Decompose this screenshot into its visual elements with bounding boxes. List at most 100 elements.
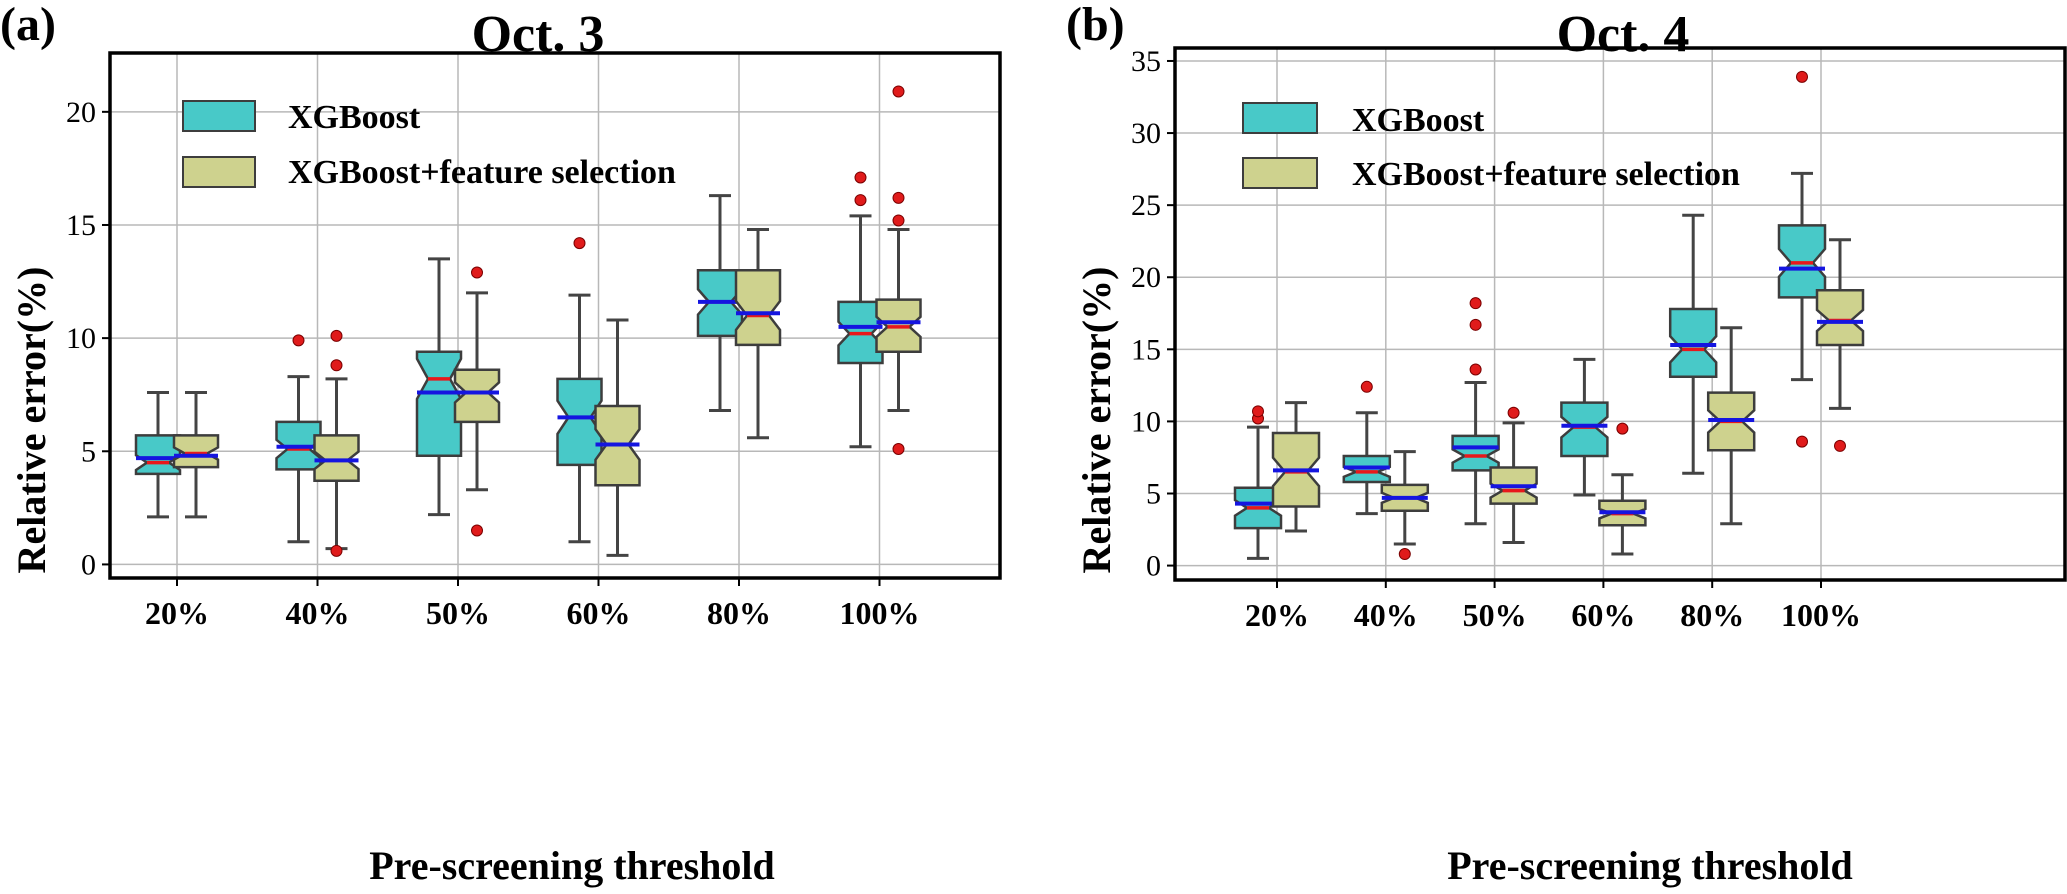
legend-label-xgboost: XGBoost: [288, 99, 421, 136]
outlier-point: [892, 85, 905, 98]
box-xgboost-50pct: [415, 257, 463, 517]
y-tick-label: 25: [1131, 189, 1161, 222]
outlier-point: [1796, 70, 1808, 83]
x-tick-label: 40%: [1354, 597, 1418, 633]
outlier-point: [1398, 548, 1411, 561]
box-feature-selection-20pct: [1271, 401, 1321, 533]
outlier-point: [1360, 380, 1373, 393]
legend-swatch-feature-selection: [182, 156, 256, 188]
panel-a-plot-area: 0 5 10 15 20 20% 40% 50% 60% 80% 100%: [66, 51, 1002, 631]
x-tick-label: 80%: [707, 595, 771, 631]
y-tick-label: 35: [1131, 45, 1161, 78]
panel-b: (b) Oct. 4 0 5 10 15 20 25 30 35 20% 40% 50% 60% 80%…: [1066, 0, 2067, 888]
y-tick-label: 15: [1131, 333, 1161, 366]
outlier-point: [854, 171, 867, 184]
panel-b-ylabel: Relative error(%): [1074, 267, 1119, 574]
outlier-point: [471, 524, 483, 537]
legend-label-xgboost: XGBoost: [1352, 102, 1485, 139]
box-feature-selection-80pct: [1706, 326, 1756, 526]
box-body: [453, 368, 501, 424]
box-feature-selection-50pct: [453, 266, 501, 537]
box-xgboost-100pct: [837, 171, 884, 449]
y-tick-label: 10: [1131, 405, 1161, 438]
panel-a-label: (a): [0, 0, 56, 51]
outlier-point: [471, 266, 483, 279]
y-tick-label: 20: [66, 96, 96, 129]
box-xgboost-60pct: [556, 237, 603, 544]
outlier-point: [1469, 363, 1482, 376]
box-body: [734, 268, 782, 347]
outlier-point: [330, 359, 343, 372]
outlier-point: [1469, 318, 1482, 331]
box-xgboost-20pct: [134, 390, 182, 519]
y-tick-label: 5: [1146, 477, 1161, 510]
outlier-point: [1252, 405, 1264, 418]
box-body: [1560, 401, 1609, 458]
outlier-point: [892, 191, 905, 204]
outlier-point: [1616, 422, 1629, 435]
outlier-point: [1469, 297, 1482, 310]
box-xgboost-20pct: [1233, 405, 1283, 560]
x-tick-label: 80%: [1680, 597, 1744, 633]
x-tick-label: 100%: [840, 595, 920, 631]
panel-b-plot-area: 0 5 10 15 20 25 30 35 20% 40% 50% 60% 80% 100%: [1131, 45, 2067, 633]
axes-frame: [1173, 46, 2067, 582]
x-tick-label: 20%: [1245, 597, 1309, 633]
box-feature-selection-100pct: [875, 85, 922, 456]
x-tick-label: 60%: [567, 595, 631, 631]
legend-swatch-xgboost: [1242, 102, 1318, 134]
outlier-point: [892, 214, 905, 227]
outlier-point: [330, 329, 343, 342]
box-xgboost-80pct: [696, 194, 744, 413]
legend-label-feature-selection: XGBoost+feature selection: [1352, 156, 1740, 193]
panel-b-legend: XGBoost XGBoost+feature selection: [1242, 102, 1740, 193]
box-feature-selection-60pct: [594, 318, 641, 557]
panel-b-label: (b): [1066, 0, 1125, 51]
x-tick-label: 60%: [1571, 597, 1635, 633]
box-feature-selection-20pct: [172, 390, 220, 519]
x-tick-label: 100%: [1781, 597, 1861, 633]
box-body: [1451, 434, 1500, 472]
box-xgboost-50pct: [1451, 297, 1500, 526]
y-tick-label: 0: [81, 548, 96, 581]
box-xgboost-60pct: [1560, 357, 1609, 497]
box-xgboost-100pct: [1777, 70, 1827, 448]
box-body: [313, 434, 360, 482]
x-tick-label: 40%: [286, 595, 350, 631]
outlier-point: [330, 544, 343, 557]
panel-b-title: Oct. 4: [1557, 6, 1690, 63]
y-tick-label: 0: [1146, 550, 1161, 583]
outlier-point: [854, 194, 867, 207]
legend-swatch-feature-selection: [1242, 157, 1318, 189]
x-tick-label: 20%: [145, 595, 209, 631]
x-tick-label: 50%: [426, 595, 490, 631]
outlier-point: [1796, 435, 1808, 448]
outlier-point: [573, 237, 586, 250]
y-tick-label: 15: [66, 209, 96, 242]
box-body: [1815, 288, 1865, 347]
box-feature-selection-40pct: [1380, 450, 1430, 561]
outlier-point: [1507, 406, 1520, 419]
panel-a-ylabel: Relative error(%): [9, 267, 54, 574]
outlier-point: [892, 443, 905, 456]
panel-a-legend: XGBoost XGBoost+feature selection: [182, 99, 676, 191]
outlier-point: [292, 334, 305, 347]
legend-swatch-xgboost: [182, 100, 256, 132]
x-tick-label: 50%: [1463, 597, 1527, 633]
box-xgboost-40pct: [1342, 380, 1392, 516]
axes-frame: [108, 51, 1002, 580]
y-tick-label: 10: [66, 322, 96, 355]
box-body: [1668, 307, 1718, 378]
panel-a-xlabel: Pre-screening threshold: [369, 843, 775, 888]
box-feature-selection-100pct: [1815, 238, 1865, 452]
panel-b-xlabel: Pre-screening threshold: [1447, 843, 1853, 888]
box-feature-selection-50pct: [1489, 406, 1538, 545]
box-body: [172, 434, 220, 469]
y-tick-label: 5: [81, 435, 96, 468]
box-xgboost-80pct: [1668, 213, 1718, 475]
box-feature-selection-80pct: [734, 228, 782, 440]
box-feature-selection-40pct: [313, 329, 360, 557]
y-tick-label: 20: [1131, 261, 1161, 294]
